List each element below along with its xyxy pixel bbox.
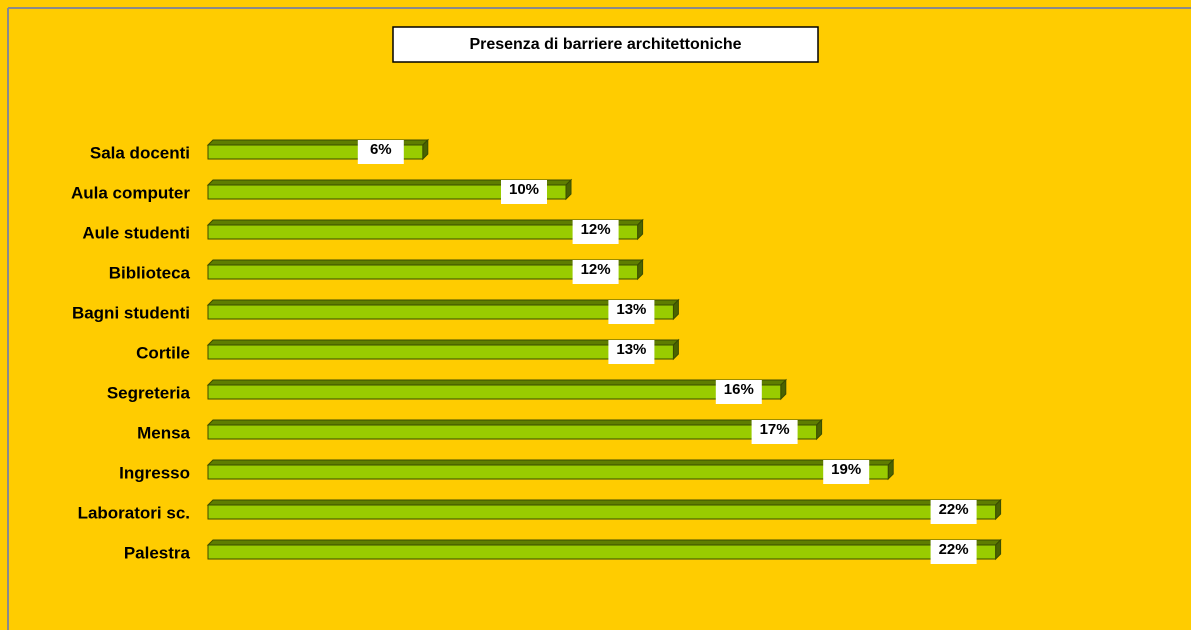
value-label-box (823, 460, 870, 484)
value-label-box (608, 300, 655, 324)
value-label-box (357, 140, 404, 164)
title-box (392, 26, 819, 63)
value-label-box (930, 540, 977, 564)
bar-front (207, 384, 782, 400)
bar (206, 538, 1002, 561)
bar-top (206, 499, 1002, 506)
y-tick-label: Aula computer (71, 183, 190, 202)
value-label-box (930, 500, 977, 524)
y-tick-label: Aule studenti (82, 223, 190, 242)
y-tick-label: Palestra (124, 543, 191, 562)
bar-front (207, 344, 674, 360)
bar-front (207, 184, 567, 200)
bar-top (206, 299, 680, 306)
value-label: 6% (370, 141, 392, 158)
bar-top (206, 459, 895, 466)
bar (206, 178, 573, 201)
y-tick-label: Sala docenti (90, 143, 190, 162)
bar (206, 498, 1002, 521)
value-label-box (572, 220, 619, 244)
bar (206, 378, 788, 401)
bar-front (207, 504, 997, 520)
bar (206, 258, 644, 281)
bar-top (206, 379, 788, 386)
bar-front (207, 424, 818, 440)
y-tick-label: Bagni studenti (72, 303, 190, 322)
y-tick-label: Cortile (136, 343, 190, 362)
bar-front (207, 224, 639, 240)
bar (206, 338, 680, 361)
value-label: 22% (939, 541, 969, 558)
value-label-box (751, 420, 798, 444)
value-label: 22% (939, 501, 969, 518)
bar-front (207, 464, 889, 480)
y-tick-label: Ingresso (119, 463, 190, 482)
bar-front (207, 544, 997, 560)
value-label: 17% (760, 421, 790, 438)
y-tick-label: Mensa (137, 423, 190, 442)
value-label-box (608, 340, 655, 364)
y-tick-label: Biblioteca (109, 263, 191, 282)
bar-top (206, 339, 680, 346)
value-label: 13% (616, 341, 646, 358)
value-label-box (501, 180, 547, 204)
value-label: 12% (581, 221, 611, 238)
bar (206, 418, 823, 441)
bar-top (206, 539, 1002, 546)
value-label: 16% (724, 381, 754, 398)
value-label: 19% (831, 461, 861, 478)
value-label: 13% (616, 301, 646, 318)
y-tick-label: Segreteria (107, 383, 191, 402)
bar (206, 458, 895, 481)
value-label: 10% (509, 181, 539, 198)
bar (206, 218, 644, 241)
value-label-box (715, 380, 762, 404)
bar-top (206, 419, 823, 426)
bar (206, 298, 680, 321)
value-label: 12% (581, 261, 611, 278)
bar-front (207, 264, 639, 280)
value-label-box (572, 260, 619, 284)
chart-title: Presenza di barriere architettoniche (469, 36, 741, 53)
bar-front (207, 304, 674, 320)
y-tick-label: Laboratori sc. (78, 503, 190, 522)
